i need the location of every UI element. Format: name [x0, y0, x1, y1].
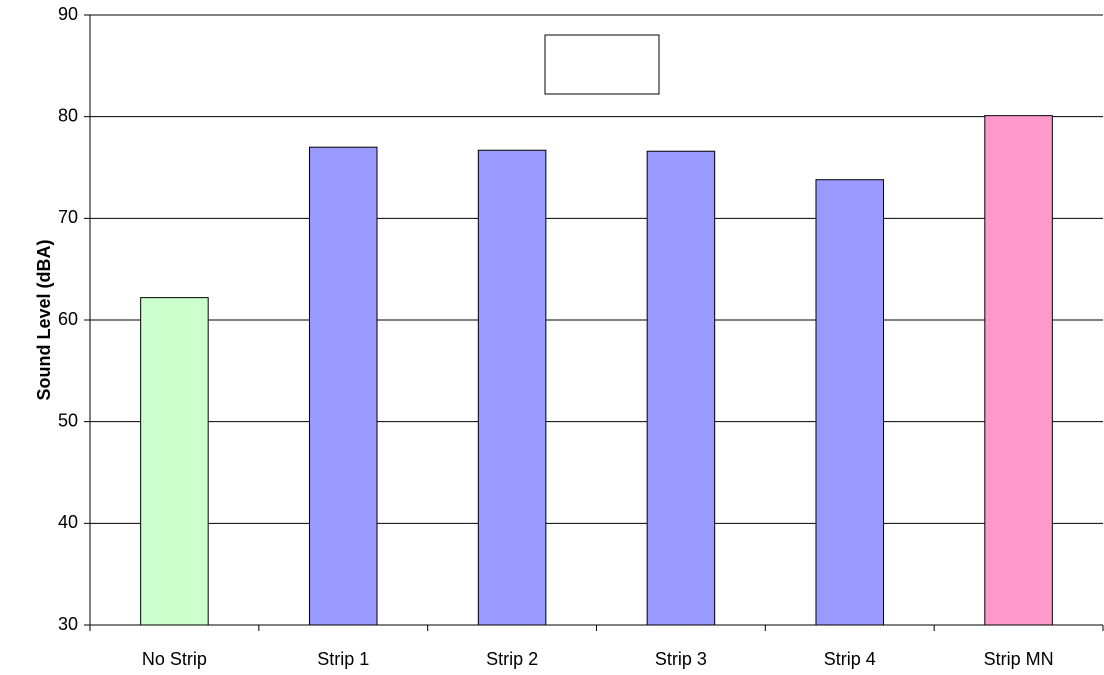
bar — [984, 115, 1053, 626]
y-tick-label: 40 — [58, 512, 78, 532]
legend-box — [544, 34, 660, 95]
x-tick-label: Strip 2 — [486, 649, 538, 669]
x-tick-label: Strip 1 — [317, 649, 369, 669]
y-tick-label: 90 — [58, 4, 78, 24]
y-axis-label: Sound Level (dBA) — [34, 239, 54, 400]
x-tick-label: Strip 3 — [655, 649, 707, 669]
y-tick-label: 50 — [58, 410, 78, 430]
x-tick-label: Strip MN — [984, 649, 1054, 669]
y-tick-label: 30 — [58, 614, 78, 634]
bar — [646, 150, 716, 626]
bar — [477, 149, 547, 626]
x-tick-label: No Strip — [142, 649, 207, 669]
y-tick-label: 60 — [58, 309, 78, 329]
bar — [140, 297, 209, 626]
y-tick-label: 80 — [58, 105, 78, 125]
y-tick-label: 70 — [58, 207, 78, 227]
bar — [308, 146, 378, 626]
x-tick-label: Strip 4 — [824, 649, 876, 669]
bar — [815, 179, 885, 626]
